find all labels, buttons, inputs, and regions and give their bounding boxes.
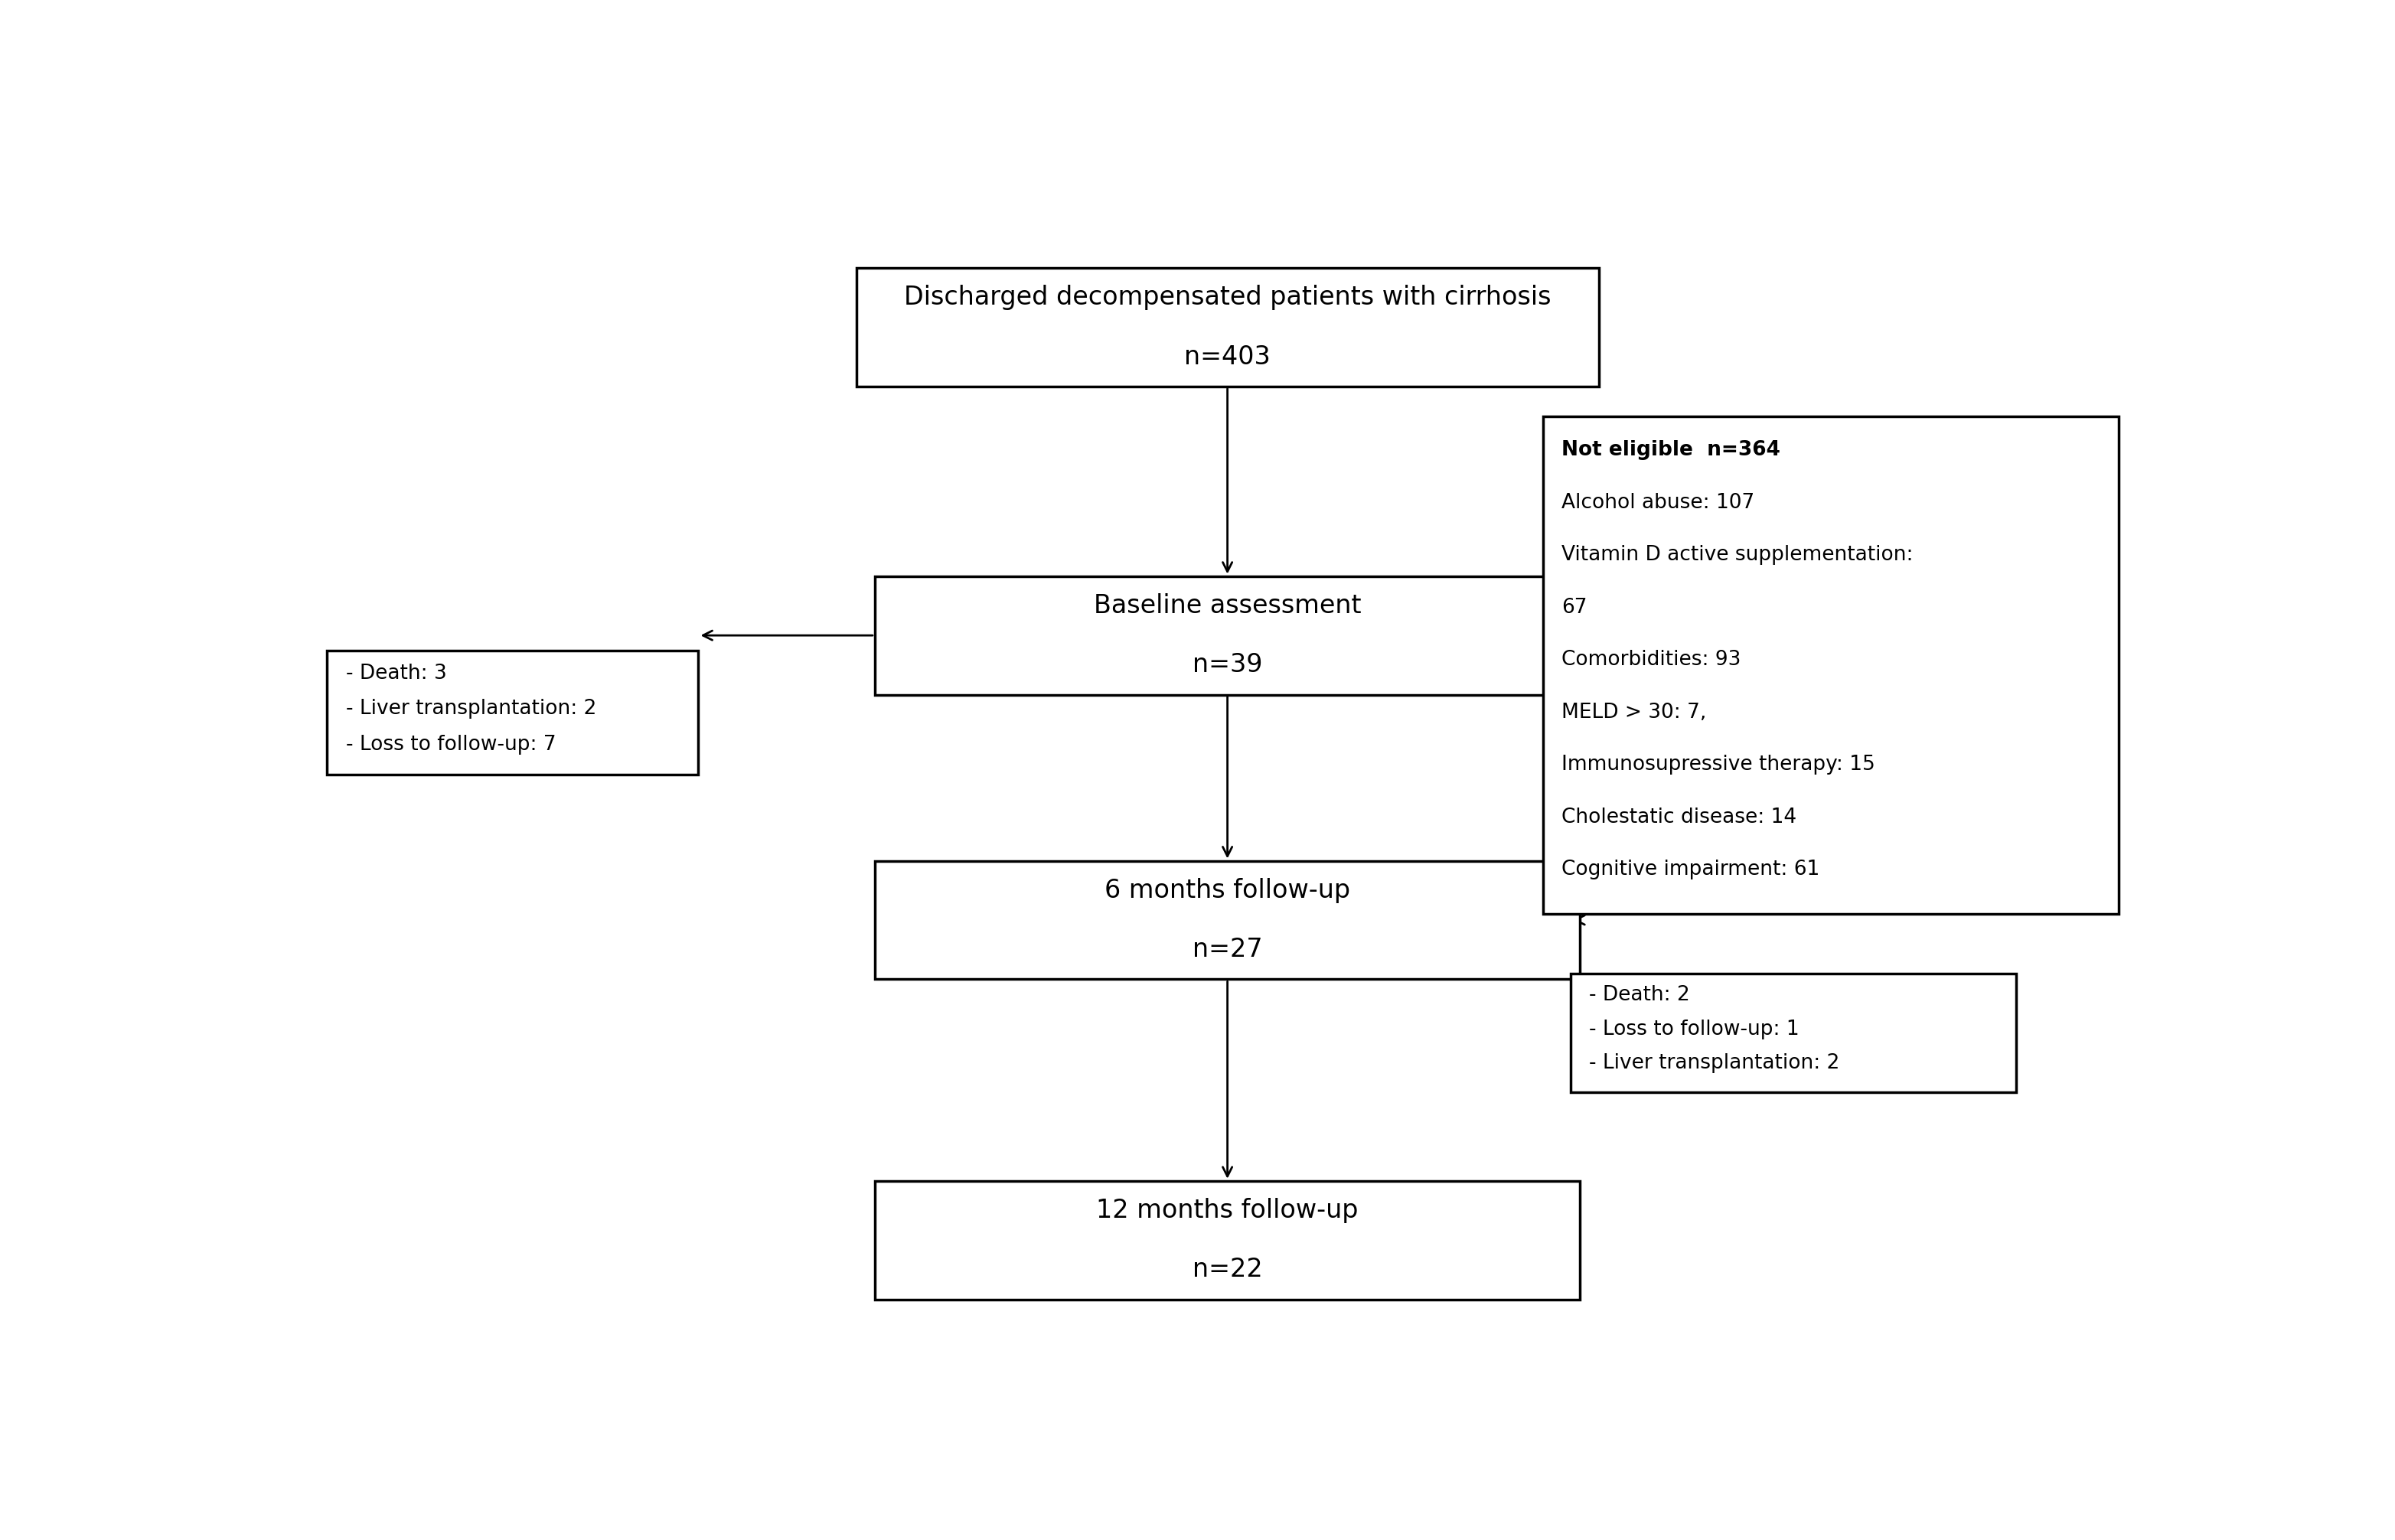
FancyBboxPatch shape (874, 1181, 1581, 1300)
Text: Not eligible  n=364: Not eligible n=364 (1562, 440, 1779, 460)
FancyBboxPatch shape (874, 576, 1581, 695)
Text: - Liver transplantation: 2: - Liver transplantation: 2 (1590, 1053, 1839, 1073)
FancyBboxPatch shape (1542, 416, 2117, 915)
Text: - Loss to follow-up: 1: - Loss to follow-up: 1 (1590, 1019, 1799, 1040)
FancyBboxPatch shape (855, 268, 1600, 387)
Text: 12 months follow-up: 12 months follow-up (1097, 1198, 1358, 1223)
Text: 6 months follow-up: 6 months follow-up (1104, 878, 1351, 902)
Text: - Liver transplantation: 2: - Liver transplantation: 2 (345, 699, 596, 719)
Text: - Death: 3: - Death: 3 (345, 664, 445, 684)
Text: Comorbidities: 93: Comorbidities: 93 (1562, 650, 1741, 670)
Text: n=39: n=39 (1193, 653, 1262, 678)
Text: - Death: 2: - Death: 2 (1590, 986, 1691, 1006)
Text: Vitamin D active supplementation:: Vitamin D active supplementation: (1562, 545, 1914, 565)
Text: - Loss to follow-up: 7: - Loss to follow-up: 7 (345, 735, 556, 755)
FancyBboxPatch shape (1571, 973, 2017, 1092)
Text: n=22: n=22 (1193, 1257, 1262, 1283)
Text: Discharged decompensated patients with cirrhosis: Discharged decompensated patients with c… (903, 285, 1552, 310)
Text: n=27: n=27 (1193, 936, 1262, 962)
Text: Cholestatic disease: 14: Cholestatic disease: 14 (1562, 807, 1796, 827)
Text: Cognitive impairment: 61: Cognitive impairment: 61 (1562, 859, 1820, 879)
FancyBboxPatch shape (328, 650, 699, 775)
Text: Alcohol abuse: 107: Alcohol abuse: 107 (1562, 493, 1756, 513)
Text: 67: 67 (1562, 598, 1588, 618)
Text: Immunosupressive therapy: 15: Immunosupressive therapy: 15 (1562, 755, 1875, 775)
Text: n=403: n=403 (1183, 343, 1272, 370)
Text: MELD > 30: 7,: MELD > 30: 7, (1562, 702, 1708, 722)
FancyBboxPatch shape (874, 861, 1581, 979)
Text: Baseline assessment: Baseline assessment (1095, 593, 1360, 619)
